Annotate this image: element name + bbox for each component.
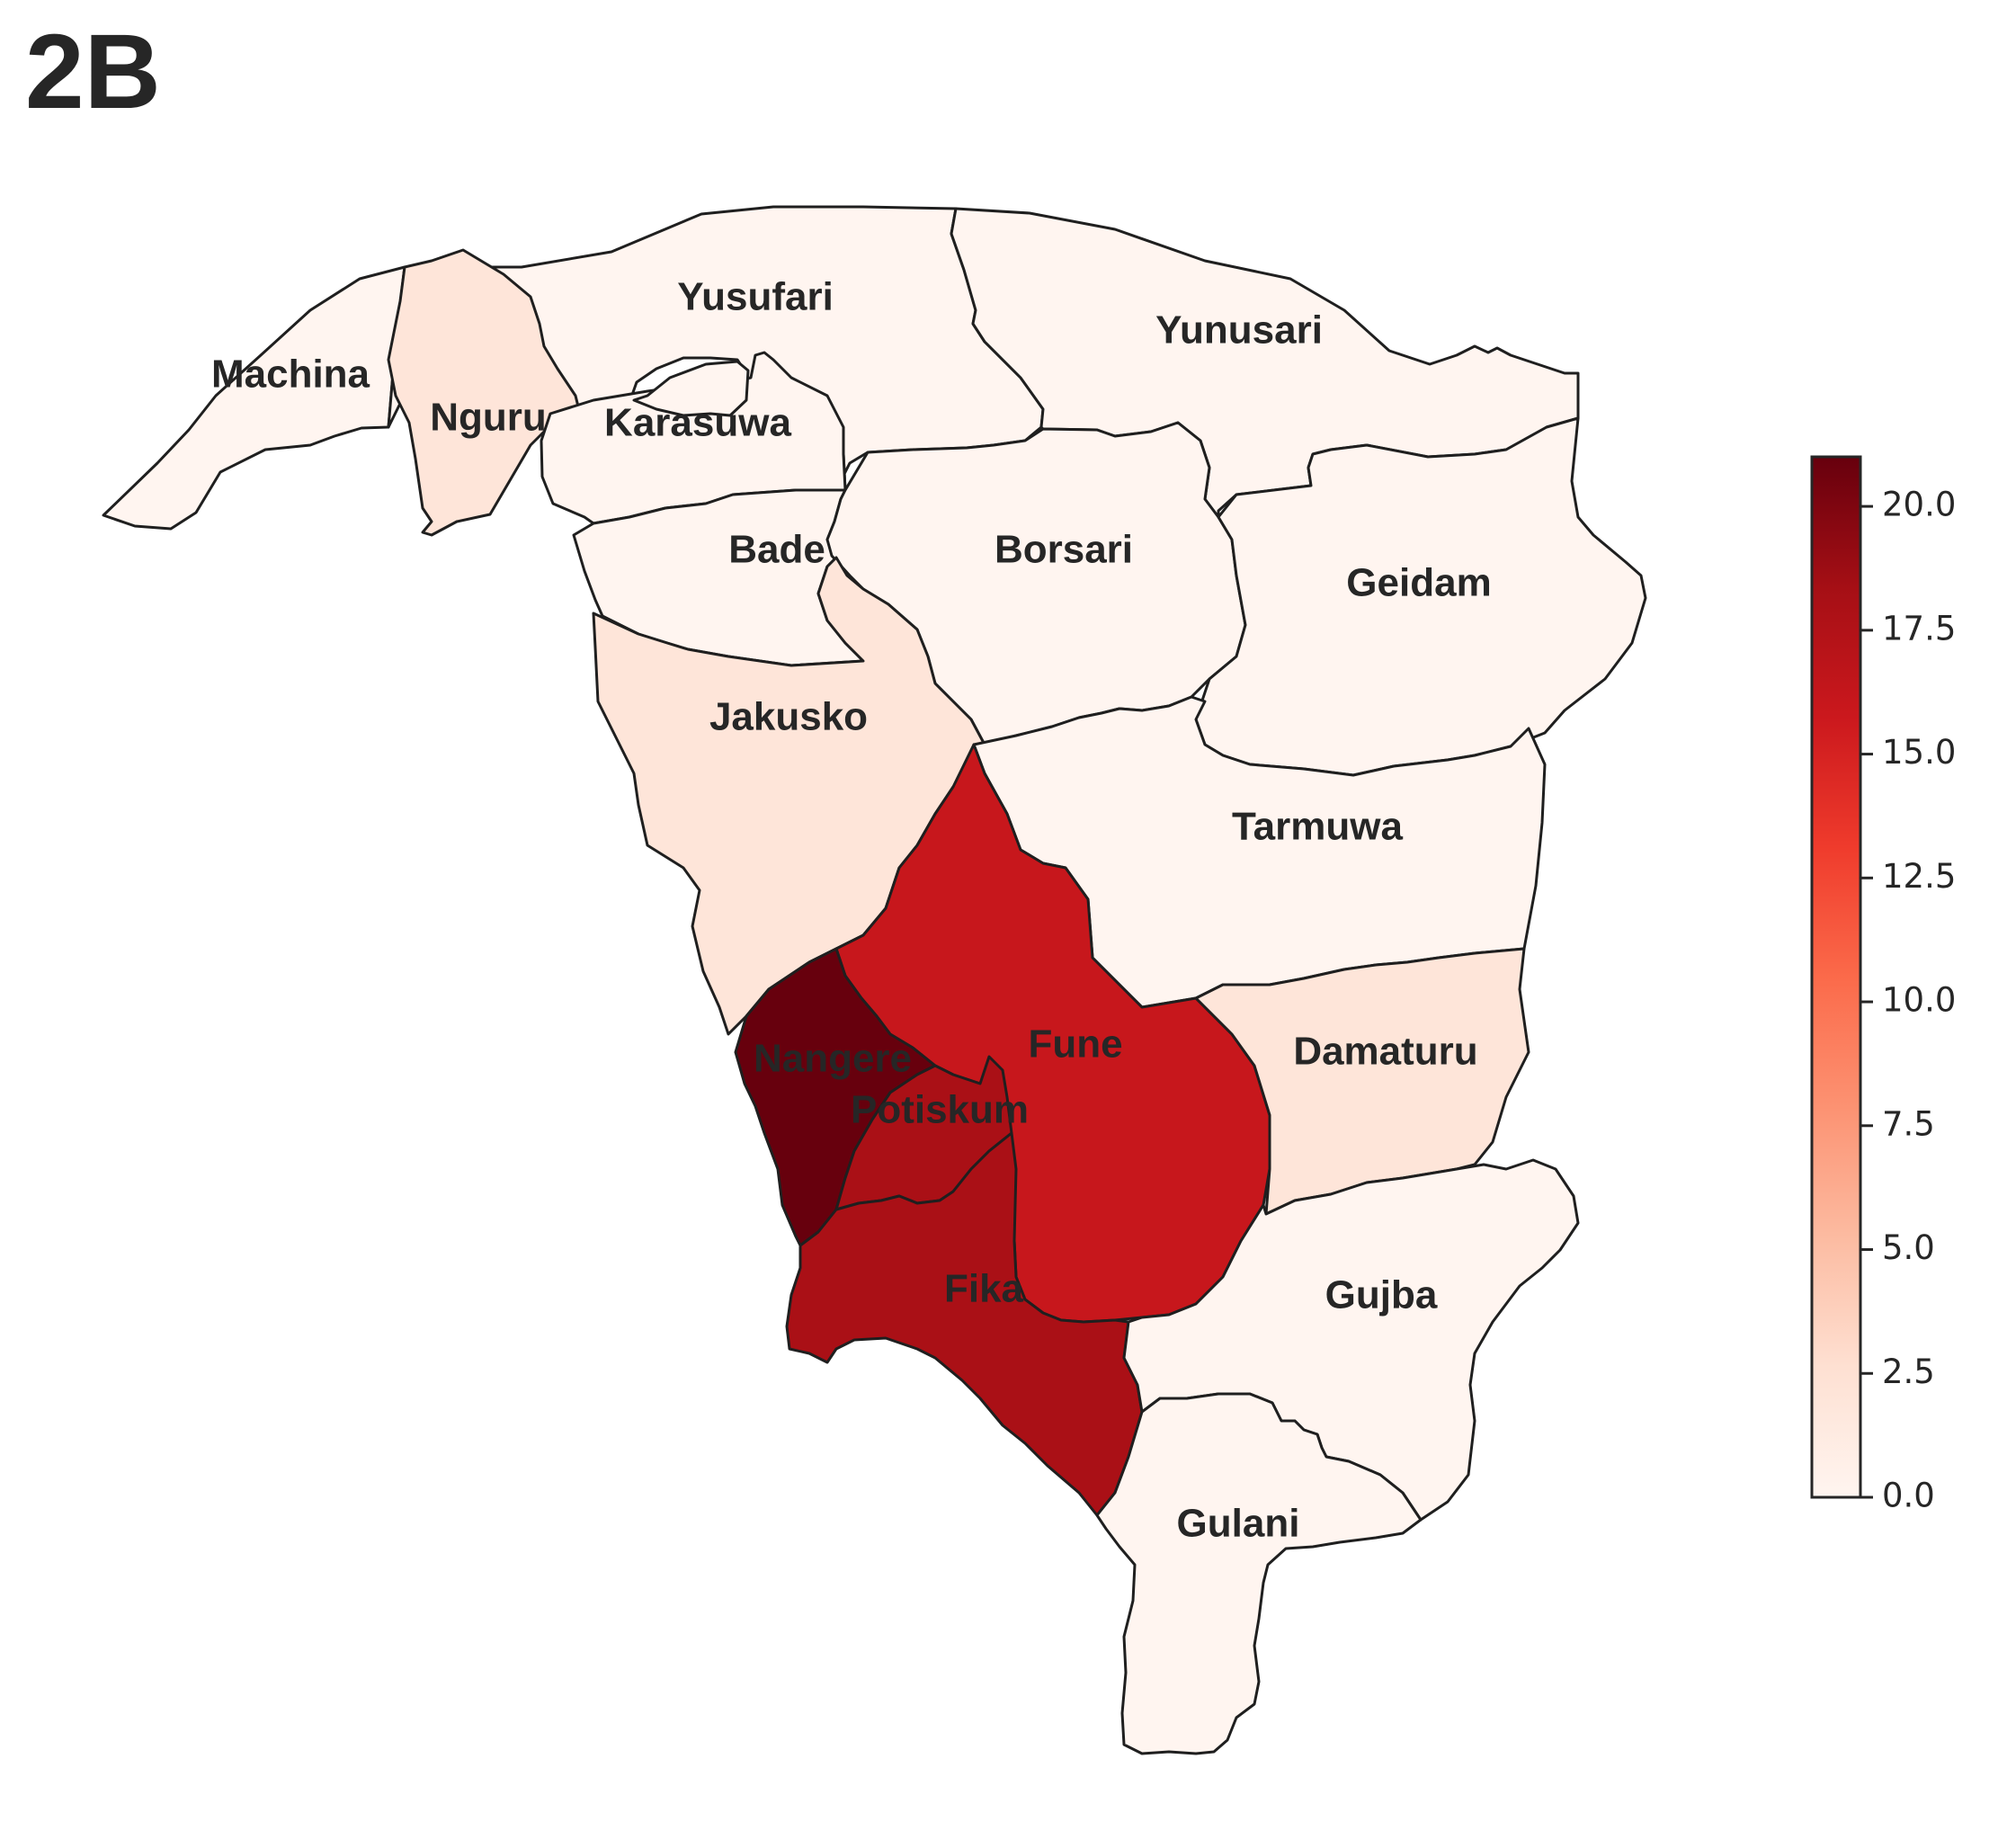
label-borsari: Borsari [995, 528, 1133, 572]
map [102, 205, 1647, 1755]
region-labels: Machina Yusufari Yunusari Nguru Karasuwa… [211, 275, 1492, 1546]
label-gulani: Gulani [1177, 1502, 1300, 1546]
colorbar-ticks: 0.0 2.5 5.0 7.5 10.0 12.5 15.0 17.5 20.0 [1860, 486, 1956, 1515]
label-fika: Fika [944, 1267, 1024, 1311]
colorbar-tick-label: 17.5 [1882, 609, 1956, 647]
label-nguru: Nguru [430, 396, 547, 440]
label-tarmuwa: Tarmuwa [1232, 805, 1403, 849]
panel-label: 2B [25, 13, 161, 131]
colorbar-tick-label: 2.5 [1882, 1353, 1935, 1391]
label-fune: Fune [1028, 1022, 1122, 1067]
label-nangere: Nangere [754, 1037, 912, 1081]
label-yunusari: Yunusari [1155, 308, 1323, 353]
colorbar-tick-label: 0.0 [1882, 1477, 1935, 1515]
colorbar-tick-label: 7.5 [1882, 1104, 1935, 1143]
colorbar: 0.0 2.5 5.0 7.5 10.0 12.5 15.0 17.5 20.0 [1810, 455, 1956, 1515]
colorbar-tick-label: 5.0 [1882, 1228, 1935, 1267]
colorbar-tick-label: 20.0 [1882, 486, 1956, 524]
label-jakusko: Jakusko [709, 695, 868, 739]
label-yusufari: Yusufari [677, 275, 834, 319]
region-nguru[interactable] [387, 248, 582, 537]
label-machina: Machina [211, 353, 370, 397]
label-gujba: Gujba [1325, 1273, 1438, 1317]
colorbar-gradient [1812, 457, 1860, 1497]
region-gulani[interactable] [1095, 1392, 1423, 1755]
label-damaturu: Damaturu [1293, 1030, 1477, 1074]
label-potiskum: Potiskum [851, 1088, 1029, 1132]
region-damaturu[interactable] [1194, 947, 1530, 1216]
region-karasuwa-lake[interactable] [632, 360, 750, 417]
label-karasuwa: Karasuwa [604, 401, 791, 445]
label-bade: Bade [728, 528, 825, 572]
region-machina[interactable] [102, 265, 406, 531]
colorbar-tick-label: 12.5 [1882, 857, 1956, 896]
colorbar-tick-label: 15.0 [1882, 733, 1956, 772]
colorbar-tick-label: 10.0 [1882, 981, 1956, 1020]
label-geidam: Geidam [1346, 561, 1491, 605]
colorbar-frame [1810, 455, 1862, 1499]
